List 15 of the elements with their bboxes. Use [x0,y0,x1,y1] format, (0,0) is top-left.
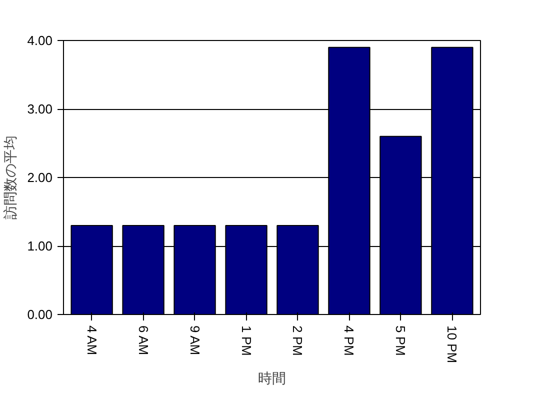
x-tick-label: 9 AM [187,326,202,356]
x-tick-label: 10 PM [444,326,460,364]
y-tick-label: 3.00 [27,102,53,116]
y-tick-label: 1.00 [27,238,53,254]
x-tick-label: 4 AM [84,326,100,356]
x-tick-label: 6 AM [136,326,151,356]
x-tick-label: 1 PM [238,326,254,356]
y-axis-title: 訪問数の平均 [3,136,20,220]
y-tick-label: 4.00 [27,33,53,48]
x-tick-label: 4 PM [342,326,357,356]
x-tick-label: 5 PM [393,326,408,356]
x-tick-label: 2 PM [290,326,306,356]
x-axis-title: 時間 [258,371,286,388]
y-tick-label: 0.00 [27,307,53,322]
y-tick-label: 2.00 [27,170,53,185]
